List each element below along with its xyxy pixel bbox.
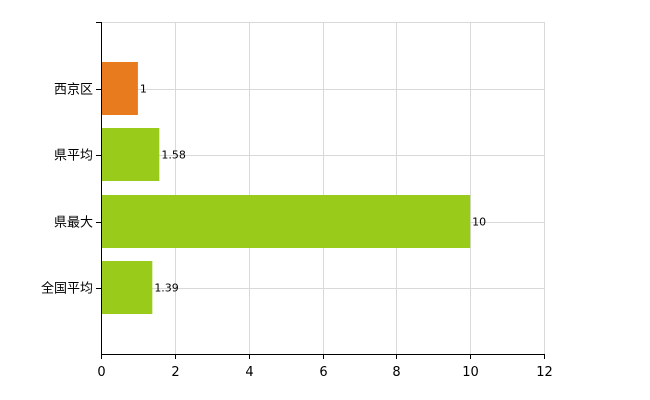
x-tick-label: 4 [245,365,253,380]
bar-1 [101,62,138,115]
category-label: 県最大 [54,216,93,231]
category-label: 全国平均 [41,281,93,297]
axes [96,22,545,359]
x-tick-label: 2 [171,365,179,380]
bar-2 [101,128,160,181]
data-label: 10 [472,216,486,229]
x-tick-label: 6 [319,365,327,380]
category-label: 西京区 [54,83,93,98]
data-label: 1.58 [161,149,186,162]
data-label: 1 [140,83,147,96]
x-tick-label: 12 [536,365,553,380]
bar-4 [101,261,153,314]
x-tick-label: 10 [462,365,479,380]
category-label: 県平均 [54,149,93,164]
bars [101,62,471,314]
bar-3 [101,195,471,248]
x-tick-label: 8 [392,365,400,380]
data-label: 1.39 [154,282,179,295]
grid [101,22,545,354]
x-tick-label: 0 [97,365,105,380]
